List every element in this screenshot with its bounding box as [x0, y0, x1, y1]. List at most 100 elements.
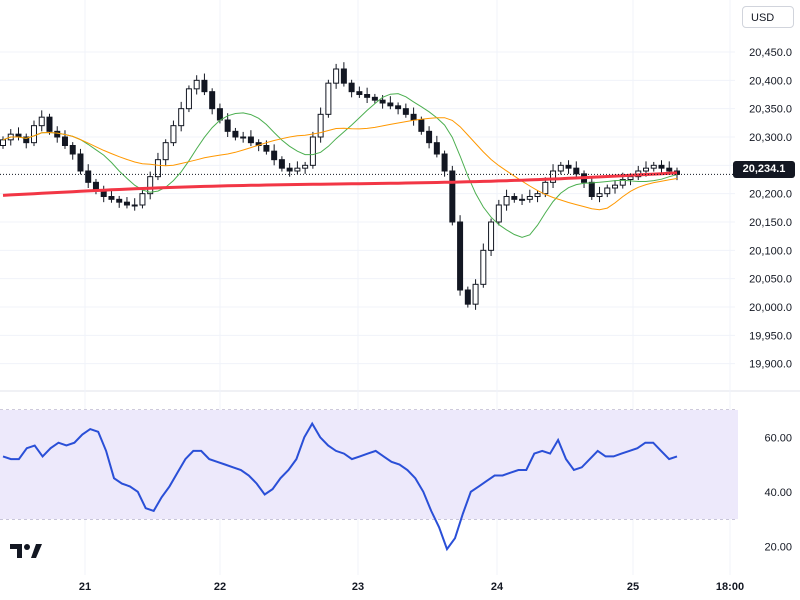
currency-label: USD	[751, 12, 775, 24]
rsi-tick-label: 20.00	[764, 541, 792, 553]
last-price-tag: 20,234.1	[733, 161, 795, 178]
candle-body-down	[224, 119, 231, 132]
candle	[15, 127, 22, 141]
time-tick-label: 21	[79, 581, 91, 593]
candle-body-down	[123, 201, 130, 206]
candle	[449, 165, 456, 226]
rsi-tick-label: 40.00	[764, 487, 792, 499]
candle	[534, 190, 541, 203]
candle-body-down	[232, 130, 239, 138]
candle	[85, 164, 92, 188]
candle	[387, 96, 394, 110]
candle-body-down	[511, 196, 518, 200]
moving-average-long-line	[2, 171, 678, 197]
rsi-tick-label: 60.00	[764, 432, 792, 444]
price-tick-label: 20,000.0	[749, 302, 792, 314]
candle	[116, 195, 123, 208]
candle-body-up	[596, 193, 603, 198]
candle	[550, 164, 557, 188]
candle-body-up	[557, 164, 564, 172]
candle	[61, 130, 68, 149]
rsi-line	[2, 421, 678, 552]
candle-body-up	[0, 139, 6, 146]
candle-body-down	[77, 153, 84, 172]
candle	[30, 120, 37, 147]
candle-body-up	[526, 196, 533, 200]
candle-body-up	[619, 179, 626, 186]
price-axis-ticks: 20,450.020,400.020,350.020,300.020,250.0…	[749, 47, 792, 371]
candle	[317, 107, 324, 143]
price-tick-label: 20,300.0	[749, 132, 792, 144]
candle-body-up	[503, 196, 510, 206]
candle-body-up	[193, 79, 200, 90]
candle-body-up	[38, 116, 45, 127]
price-tick-label: 20,050.0	[749, 274, 792, 286]
candle-body-down	[278, 159, 285, 169]
candle-body-up	[542, 181, 549, 195]
candle	[38, 110, 45, 132]
time-tick-label: 23	[352, 581, 364, 593]
candle	[464, 286, 471, 308]
candle-body-up	[185, 88, 192, 110]
candle	[557, 161, 564, 175]
candle-body-down	[340, 68, 347, 84]
candle	[224, 113, 231, 137]
candle	[581, 170, 588, 188]
candle	[209, 88, 216, 115]
candle	[162, 139, 169, 166]
candle-body-down	[216, 108, 223, 121]
candle	[565, 160, 572, 174]
candle-body-up	[170, 125, 177, 144]
candle-body-down	[658, 164, 665, 169]
price-tick-label: 20,350.0	[749, 104, 792, 116]
candle-body-down	[588, 181, 595, 197]
candle	[433, 135, 440, 158]
candle	[503, 189, 510, 211]
candle	[185, 85, 192, 113]
candle	[46, 113, 53, 135]
candle-body-down	[85, 170, 92, 183]
candle	[0, 136, 6, 149]
candle-body-up	[650, 164, 657, 169]
candle	[526, 189, 533, 203]
candle-body-down	[565, 164, 572, 169]
candle	[178, 101, 185, 132]
candle-body-down	[379, 99, 386, 104]
candle	[154, 152, 161, 181]
candle-body-down	[573, 167, 580, 175]
candle-body-up	[139, 193, 146, 206]
candle	[294, 161, 301, 175]
candle	[426, 126, 433, 149]
currency-selector[interactable]: USD	[742, 6, 794, 28]
moving-average-mid-line	[2, 117, 678, 211]
candle	[278, 156, 285, 172]
candle	[604, 184, 611, 198]
candle	[170, 120, 177, 147]
candle-body-up	[131, 204, 138, 207]
candle-body-down	[263, 145, 270, 152]
candle	[232, 127, 239, 141]
candle-body-down	[410, 113, 417, 121]
candle	[302, 161, 309, 174]
candle	[77, 148, 84, 175]
candle	[247, 130, 254, 147]
candle-body-down	[387, 102, 394, 107]
candle	[511, 193, 518, 203]
candle	[573, 161, 580, 178]
candle-body-up	[488, 221, 495, 251]
price-tick-label: 20,100.0	[749, 245, 792, 257]
tradingview-logo-icon[interactable]	[10, 542, 42, 565]
candle	[356, 86, 363, 98]
candle	[123, 197, 130, 209]
time-tick-label: 22	[214, 581, 226, 593]
price-tick-label: 20,450.0	[749, 47, 792, 59]
candle-body-down	[201, 79, 208, 93]
candle	[23, 133, 30, 149]
candle	[588, 177, 595, 200]
candle-body-down	[69, 145, 76, 155]
candle-body-down	[23, 136, 30, 144]
candle-body-up	[162, 142, 169, 161]
candle-body-up	[317, 113, 324, 138]
candle-body-up	[178, 108, 185, 127]
